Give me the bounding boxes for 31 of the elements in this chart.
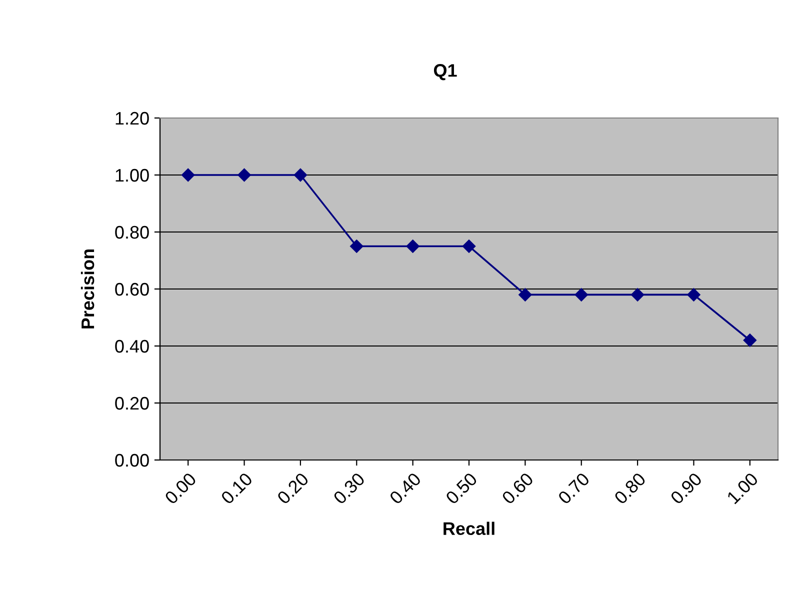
x-tick-label: 0.00 — [164, 472, 197, 505]
y-tick-label: 0.80 — [115, 226, 149, 239]
point — [238, 168, 251, 182]
point — [462, 240, 476, 253]
x-tick-label: 0.20 — [276, 472, 310, 505]
point — [630, 288, 644, 302]
y-tick-label: 1.20 — [116, 112, 149, 125]
y-tick-label: 0.20 — [115, 396, 149, 410]
x-tick-label: 0.60 — [501, 472, 534, 505]
y-tick-label: 0.40 — [115, 340, 149, 353]
x-tick-label: 0.80 — [614, 472, 646, 505]
x-tick-label: 0.70 — [557, 472, 590, 505]
point — [350, 240, 364, 253]
y-tick-label: 0.00 — [115, 454, 149, 467]
point — [743, 334, 756, 347]
x-tick-label: 0.90 — [670, 472, 703, 505]
point — [182, 168, 195, 182]
point — [406, 240, 420, 253]
point — [518, 288, 532, 302]
x-tick-label: 0.40 — [388, 472, 422, 505]
point — [687, 288, 700, 302]
x-axis-title: Recall — [444, 522, 494, 536]
y-axis-title: Precision — [80, 249, 94, 328]
point — [574, 288, 588, 302]
chart-title: Q1 — [434, 64, 457, 80]
y-tick-label: 1.00 — [116, 168, 149, 182]
x-tick-label: 0.50 — [444, 472, 478, 505]
y-tick-label: 0.60 — [115, 282, 149, 296]
x-tick-label: 0.30 — [332, 472, 366, 505]
x-tick-label: 0.10 — [220, 472, 254, 505]
point — [294, 168, 308, 182]
